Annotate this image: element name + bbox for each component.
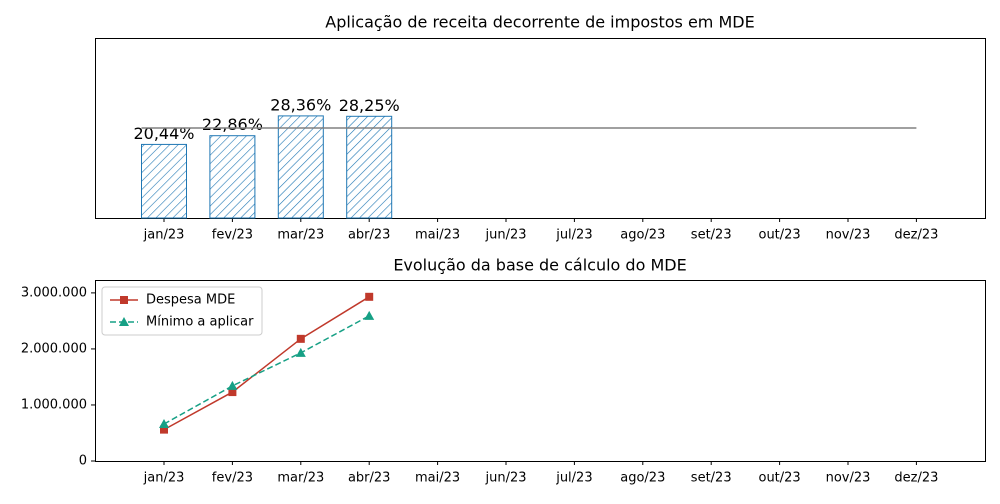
marker [227,380,238,390]
y-tick-label: 1.000.000 [21,397,87,412]
x-tick-label: fev/23 [212,471,253,486]
data-label: 20,44% [133,124,194,143]
x-tick-label: mar/23 [277,471,324,486]
legend-marker [119,317,129,326]
x-tick-label: set/23 [691,471,732,486]
x-tick-label: abr/23 [348,228,391,243]
x-tick-label: jul/23 [555,228,592,243]
y-tick-label: 3.000.000 [21,285,87,300]
x-tick-label: ago/23 [620,471,665,486]
marker [159,419,169,429]
bar [277,115,324,219]
marker [295,347,306,357]
axes-frame [95,38,986,219]
x-tick-label: nov/23 [826,471,871,486]
marker [228,388,237,397]
x-tick-label: fev/23 [212,228,253,243]
x-tick-label: jun/23 [484,471,526,486]
x-tick-label: jul/23 [555,471,592,486]
x-tick-label: dez/23 [894,228,938,243]
data-label: 28,25% [339,96,400,115]
chart-title: Aplicação de receita decorrente de impos… [325,13,754,32]
marker [296,334,305,343]
x-tick-label: out/23 [758,471,800,486]
legend-marker [120,296,128,304]
axes-frame [95,280,986,462]
x-tick-label: ago/23 [620,228,665,243]
x-tick-label: mai/23 [415,471,460,486]
x-tick-label: mar/23 [277,228,324,243]
x-tick-label: abr/23 [348,471,391,486]
data-label: 28,36% [270,95,331,114]
marker [364,310,375,320]
bar [141,143,187,219]
x-tick-label: jun/23 [484,228,526,243]
x-tick-label: mai/23 [415,228,460,243]
data-label: 22,86% [202,115,263,134]
x-tick-label: nov/23 [826,228,871,243]
marker [160,425,168,434]
series-line [163,296,370,431]
chart-title: Evolução da base de cálculo do MDE [393,256,686,275]
legend-label: Mínimo a aplicar [146,315,254,330]
x-tick-label: dez/23 [894,471,938,486]
bar [209,135,256,219]
marker [365,292,374,301]
series-line [163,315,370,425]
x-tick-label: out/23 [758,228,800,243]
y-tick-label: 0 [79,454,87,469]
legend-box [101,286,263,336]
y-tick-label: 2.000.000 [21,341,87,356]
bar [346,115,393,219]
x-tick-label: jan/23 [143,471,185,486]
x-tick-label: jan/23 [143,228,185,243]
x-tick-label: set/23 [691,228,732,243]
legend-label: Despesa MDE [146,293,235,308]
